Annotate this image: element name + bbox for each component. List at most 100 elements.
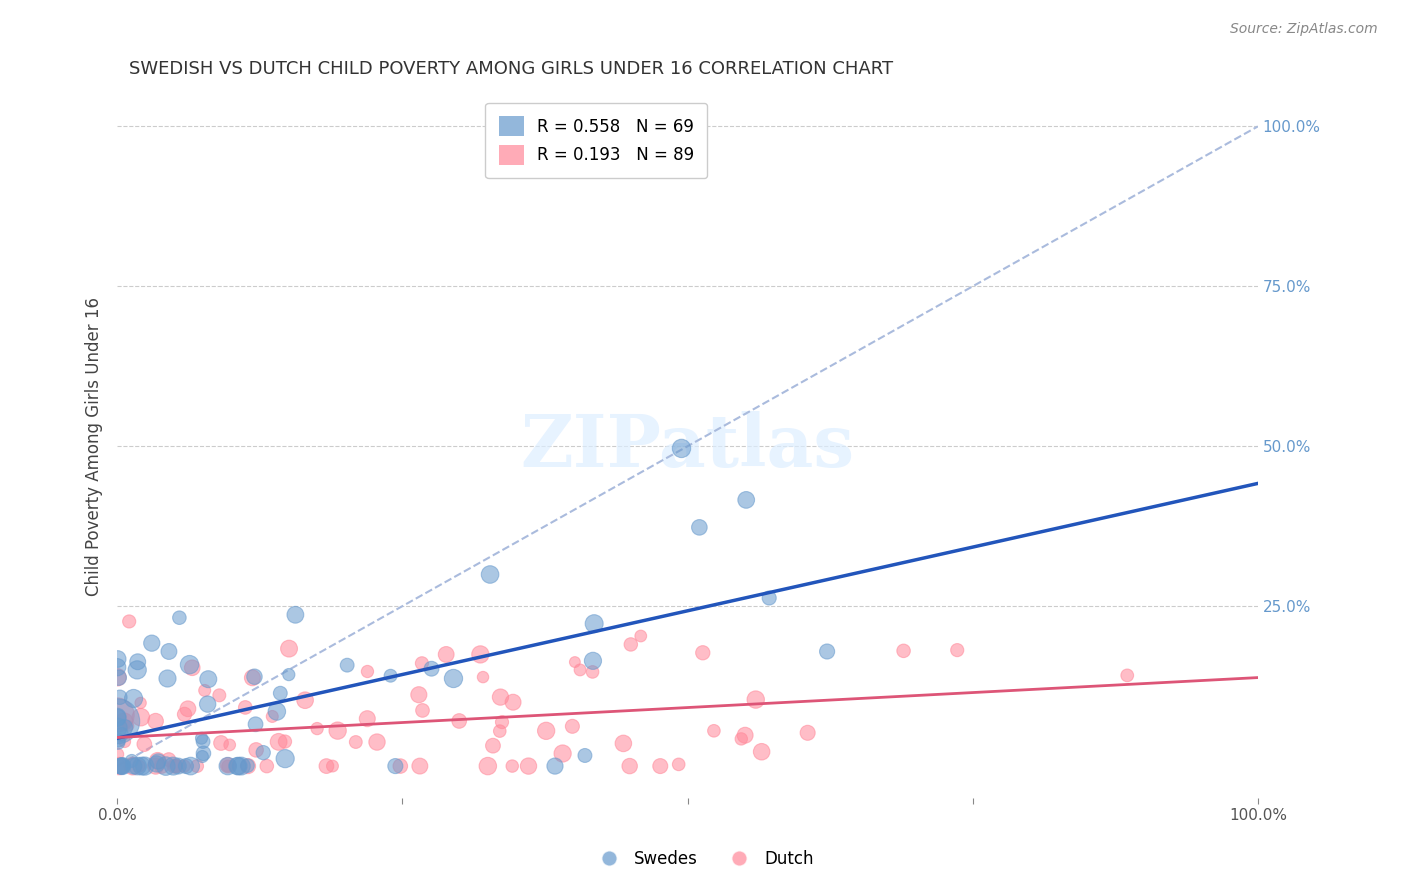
Legend: R = 0.558   N = 69, R = 0.193   N = 89: R = 0.558 N = 69, R = 0.193 N = 89 [485, 103, 707, 178]
Point [105, 660, 128, 674]
Point [443, 672, 465, 686]
Point [190, 731, 212, 746]
Point [893, 644, 915, 658]
Point [315, 759, 337, 773]
Point [165, 759, 187, 773]
Point [581, 665, 603, 679]
Point [191, 734, 214, 748]
Text: Source: ZipAtlas.com: Source: ZipAtlas.com [1230, 22, 1378, 37]
Point [582, 654, 605, 668]
Point [278, 641, 301, 656]
Point [110, 759, 132, 773]
Point [420, 662, 443, 676]
Point [619, 759, 641, 773]
Point [267, 735, 290, 749]
Point [127, 663, 149, 677]
Point [409, 759, 432, 773]
Point [366, 735, 388, 749]
Point [177, 702, 200, 716]
Point [155, 759, 177, 773]
Point [217, 759, 239, 773]
Point [163, 759, 186, 773]
Point [236, 759, 259, 773]
Point [226, 759, 249, 773]
Point [110, 759, 132, 773]
Point [146, 755, 169, 769]
Point [191, 749, 214, 764]
Point [107, 652, 129, 666]
Point [107, 735, 129, 749]
Point [489, 690, 512, 704]
Legend: Swedes, Dutch: Swedes, Dutch [585, 844, 821, 875]
Point [758, 591, 780, 605]
Point [110, 727, 132, 741]
Point [108, 759, 131, 773]
Y-axis label: Child Poverty Among Girls Under 16: Child Poverty Among Girls Under 16 [86, 297, 103, 596]
Point [105, 711, 128, 725]
Point [408, 688, 430, 702]
Point [284, 607, 307, 622]
Point [217, 758, 239, 772]
Point [112, 714, 135, 729]
Point [411, 657, 433, 671]
Point [630, 629, 652, 643]
Point [145, 756, 167, 771]
Point [730, 731, 752, 746]
Point [380, 669, 402, 683]
Point [146, 754, 169, 768]
Point [703, 723, 725, 738]
Point [233, 700, 256, 714]
Point [569, 663, 592, 677]
Point [107, 747, 129, 762]
Point [122, 759, 145, 773]
Point [668, 757, 690, 772]
Point [274, 751, 297, 765]
Point [564, 655, 586, 669]
Point [1116, 668, 1139, 682]
Point [129, 710, 152, 724]
Point [544, 759, 567, 773]
Point [650, 759, 672, 773]
Point [688, 520, 710, 534]
Point [735, 492, 758, 507]
Point [321, 759, 343, 773]
Point [277, 667, 299, 681]
Text: ZIPatlas: ZIPatlas [520, 410, 855, 482]
Point [197, 672, 219, 686]
Point [107, 733, 129, 747]
Point [228, 759, 250, 773]
Point [108, 690, 131, 705]
Point [105, 707, 128, 722]
Point [242, 671, 264, 685]
Point [501, 759, 523, 773]
Point [449, 714, 471, 728]
Point [145, 714, 167, 728]
Point [134, 737, 156, 751]
Point [534, 723, 557, 738]
Point [209, 736, 232, 750]
Point [129, 696, 152, 710]
Point [243, 670, 266, 684]
Point [472, 670, 495, 684]
Text: SWEDISH VS DUTCH CHILD POVERTY AMONG GIRLS UNDER 16 CORRELATION CHART: SWEDISH VS DUTCH CHILD POVERTY AMONG GIR… [128, 60, 893, 78]
Point [118, 615, 141, 629]
Point [389, 759, 412, 773]
Point [269, 686, 291, 700]
Point [174, 759, 197, 773]
Point [326, 723, 349, 738]
Point [180, 759, 202, 773]
Point [583, 616, 606, 631]
Point [127, 759, 149, 773]
Point [434, 648, 457, 662]
Point [150, 759, 173, 773]
Point [162, 759, 184, 773]
Point [156, 672, 179, 686]
Point [502, 695, 524, 709]
Point [111, 759, 134, 773]
Point [181, 661, 204, 675]
Point [167, 759, 190, 773]
Point [105, 710, 128, 724]
Point [256, 759, 278, 773]
Point [141, 636, 163, 650]
Point [245, 717, 267, 731]
